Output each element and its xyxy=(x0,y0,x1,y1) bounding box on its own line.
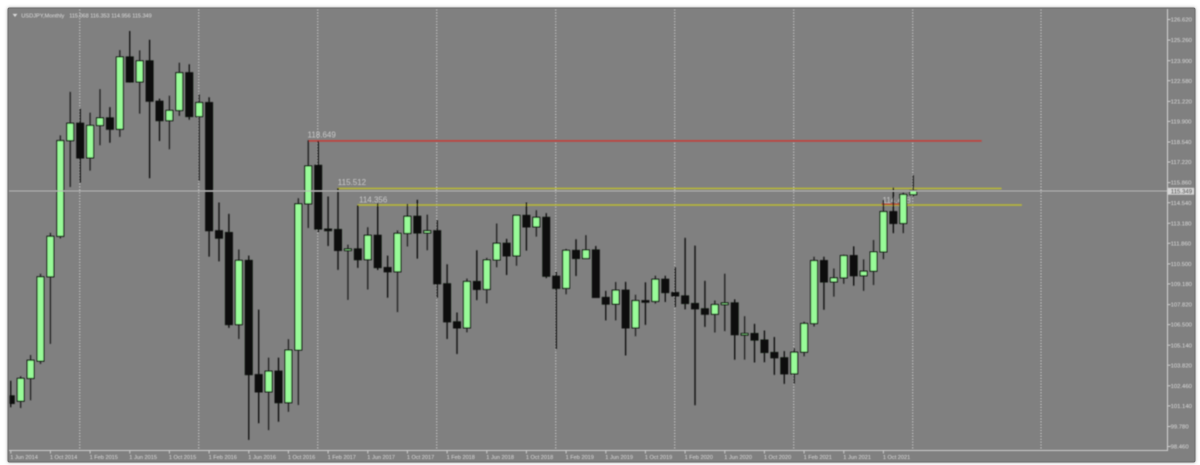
svg-text:107.820: 107.820 xyxy=(1171,303,1193,309)
svg-text:1 Oct 2015: 1 Oct 2015 xyxy=(169,455,196,461)
svg-text:114.540: 114.540 xyxy=(1171,201,1193,207)
svg-text:114.448: 114.448 xyxy=(883,196,912,205)
svg-text:1 Oct 2019: 1 Oct 2019 xyxy=(645,455,672,461)
svg-text:1 Oct 2018: 1 Oct 2018 xyxy=(526,455,553,461)
svg-text:125.260: 125.260 xyxy=(1171,38,1193,44)
svg-text:1 Feb 2018: 1 Feb 2018 xyxy=(447,455,475,461)
svg-text:1 Oct 2014: 1 Oct 2014 xyxy=(50,455,77,461)
svg-text:1 Jun 2016: 1 Jun 2016 xyxy=(248,455,276,461)
svg-text:1 Oct 2017: 1 Oct 2017 xyxy=(407,455,434,461)
svg-text:126.620: 126.620 xyxy=(1171,18,1193,24)
svg-text:114.356: 114.356 xyxy=(359,195,388,204)
svg-text:1 Feb 2017: 1 Feb 2017 xyxy=(328,455,356,461)
svg-text:105.140: 105.140 xyxy=(1171,343,1193,349)
svg-text:1 Feb 2021: 1 Feb 2021 xyxy=(804,455,832,461)
svg-text:117.220: 117.220 xyxy=(1171,160,1193,166)
svg-text:110.500: 110.500 xyxy=(1171,262,1193,268)
svg-text:119.900: 119.900 xyxy=(1171,120,1193,126)
svg-text:1 Oct 2020: 1 Oct 2020 xyxy=(764,455,791,461)
svg-text:USDJPY,Monthly: USDJPY,Monthly xyxy=(21,13,64,19)
svg-text:113.180: 113.180 xyxy=(1171,221,1193,227)
svg-text:115.068 116.353 114.956 115.34: 115.068 116.353 114.956 115.349 xyxy=(69,13,151,19)
svg-text:1 Oct 2021: 1 Oct 2021 xyxy=(883,455,910,461)
svg-text:111.860: 111.860 xyxy=(1171,241,1192,247)
svg-text:1 Feb 2020: 1 Feb 2020 xyxy=(685,455,713,461)
svg-text:118.649: 118.649 xyxy=(308,130,337,139)
svg-text:102.460: 102.460 xyxy=(1171,384,1193,390)
svg-text:1 Jun 2019: 1 Jun 2019 xyxy=(605,455,633,461)
svg-text:1 Oct 2016: 1 Oct 2016 xyxy=(288,455,315,461)
svg-text:123.900: 123.900 xyxy=(1171,59,1193,65)
svg-text:118.540: 118.540 xyxy=(1171,140,1193,146)
svg-text:103.820: 103.820 xyxy=(1171,363,1193,369)
svg-text:109.180: 109.180 xyxy=(1171,282,1193,288)
svg-text:115.860: 115.860 xyxy=(1171,181,1193,187)
svg-text:1 Jun 2018: 1 Jun 2018 xyxy=(486,455,514,461)
svg-text:1 Feb 2015: 1 Feb 2015 xyxy=(90,455,118,461)
svg-text:1 Jun 2020: 1 Jun 2020 xyxy=(724,455,752,461)
svg-text:1 Jun 2014: 1 Jun 2014 xyxy=(10,455,38,461)
svg-text:1 Jun 2021: 1 Jun 2021 xyxy=(843,455,871,461)
svg-text:1 Feb 2019: 1 Feb 2019 xyxy=(566,455,594,461)
svg-text:122.580: 122.580 xyxy=(1171,79,1193,85)
svg-text:115.349: 115.349 xyxy=(1171,189,1193,195)
svg-text:1 Feb 2016: 1 Feb 2016 xyxy=(209,455,237,461)
svg-text:121.220: 121.220 xyxy=(1171,100,1193,106)
svg-text:115.512: 115.512 xyxy=(338,178,367,187)
svg-text:1 Jun 2017: 1 Jun 2017 xyxy=(367,455,395,461)
svg-text:98.460: 98.460 xyxy=(1171,445,1190,451)
svg-text:99.780: 99.780 xyxy=(1171,425,1190,431)
svg-text:101.140: 101.140 xyxy=(1171,404,1193,410)
svg-text:106.500: 106.500 xyxy=(1171,323,1193,329)
svg-text:1 Jun 2015: 1 Jun 2015 xyxy=(129,455,157,461)
